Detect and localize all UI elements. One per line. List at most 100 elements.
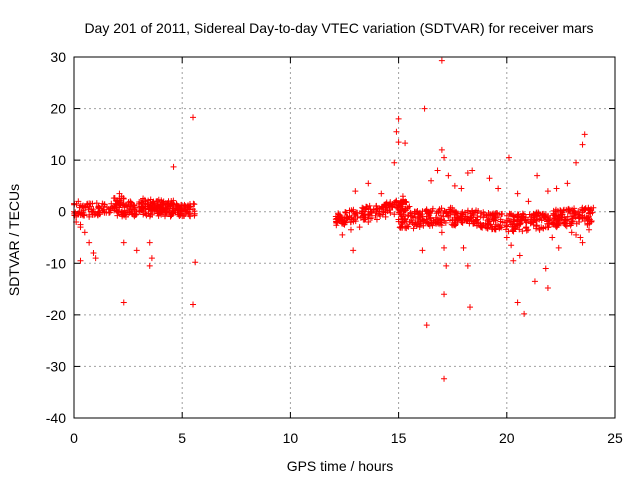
data-point [516, 221, 523, 228]
dense-point [502, 226, 509, 233]
data-point [170, 163, 177, 170]
dense-point [119, 211, 126, 218]
dense-point [554, 222, 561, 229]
dense-point [368, 214, 375, 221]
data-point [443, 262, 450, 269]
dense-point [517, 216, 524, 223]
data-point [419, 213, 426, 220]
dense-point [386, 204, 393, 211]
dense-point [341, 214, 348, 221]
dense-point [453, 214, 460, 221]
dense-point [96, 205, 103, 212]
data-point [438, 146, 445, 153]
data-point [521, 310, 528, 317]
data-point [402, 140, 409, 147]
data-point [441, 375, 448, 382]
data-point [347, 219, 354, 226]
data-point [445, 172, 452, 179]
dense-point [191, 210, 198, 217]
dense-point [400, 212, 407, 219]
data-point [438, 57, 445, 64]
data-point [510, 226, 517, 233]
x-tick-label: 10 [283, 430, 299, 446]
data-point [503, 234, 510, 241]
data-point [86, 239, 93, 246]
dense-point [357, 214, 364, 221]
data-point [586, 226, 593, 233]
data-point [544, 285, 551, 292]
data-point [438, 216, 445, 223]
dense-point [561, 219, 568, 226]
y-tick-label: 10 [50, 152, 66, 168]
dense-point [442, 208, 449, 215]
data-point [393, 198, 400, 205]
dense-point [352, 218, 359, 225]
data-point [588, 219, 595, 226]
dense-point [358, 208, 365, 215]
data-point [393, 128, 400, 135]
data-point [484, 221, 491, 228]
dense-point [93, 200, 100, 207]
grid-layer [74, 57, 615, 418]
dense-point [448, 208, 455, 215]
data-point [120, 239, 127, 246]
dense-point [542, 214, 549, 221]
data-point [347, 226, 354, 233]
y-tick-label: -10 [46, 255, 66, 271]
data-point [514, 190, 521, 197]
data-point [367, 206, 374, 213]
dense-point [533, 210, 540, 217]
dense-point [469, 214, 476, 221]
data-point [581, 131, 588, 138]
dense-point [478, 210, 485, 217]
x-tick-label: 20 [499, 430, 515, 446]
dense-point [576, 215, 583, 222]
data-point [153, 198, 160, 205]
data-point [564, 180, 571, 187]
dense-point [423, 216, 430, 223]
data-point [458, 185, 465, 192]
x-axis-label: GPS time / hours [287, 458, 394, 474]
chart-title: Day 201 of 2011, Sidereal Day-to-day VTE… [84, 20, 593, 36]
data-point [148, 255, 155, 262]
data-point [166, 208, 173, 215]
dense-point [408, 217, 415, 224]
data-point [549, 219, 556, 226]
dense-point [437, 217, 444, 224]
dense-point [146, 213, 153, 220]
dense-point [145, 197, 152, 204]
data-point [477, 224, 484, 231]
data-point [190, 301, 197, 308]
dense-point [466, 218, 473, 225]
data-point [441, 244, 448, 251]
data-point [432, 219, 439, 226]
dense-point [496, 212, 503, 219]
dense-point [138, 204, 145, 211]
data-point [523, 224, 530, 231]
plot-frame [73, 56, 616, 419]
data-point [464, 170, 471, 177]
dense-point [552, 213, 559, 220]
data-point [423, 322, 430, 329]
dense-point [170, 197, 177, 204]
dense-point [127, 199, 134, 206]
data-point [399, 193, 406, 200]
dense-point [572, 210, 579, 217]
dense-point [497, 216, 504, 223]
dense-point [513, 223, 520, 230]
dense-point [396, 209, 403, 216]
data-point [514, 299, 521, 306]
x-tick-label: 5 [178, 430, 186, 446]
y-tick-label: 30 [50, 49, 66, 65]
dense-point [503, 212, 510, 219]
y-axis-label: SDTVAR / TECUs [6, 184, 22, 296]
data-point [144, 203, 151, 210]
dense-point [111, 204, 118, 211]
dense-point [349, 208, 356, 215]
dense-point [489, 212, 496, 219]
dense-point [370, 207, 377, 214]
dense-point [425, 221, 432, 228]
data-point [469, 167, 476, 174]
data-point [335, 216, 342, 223]
